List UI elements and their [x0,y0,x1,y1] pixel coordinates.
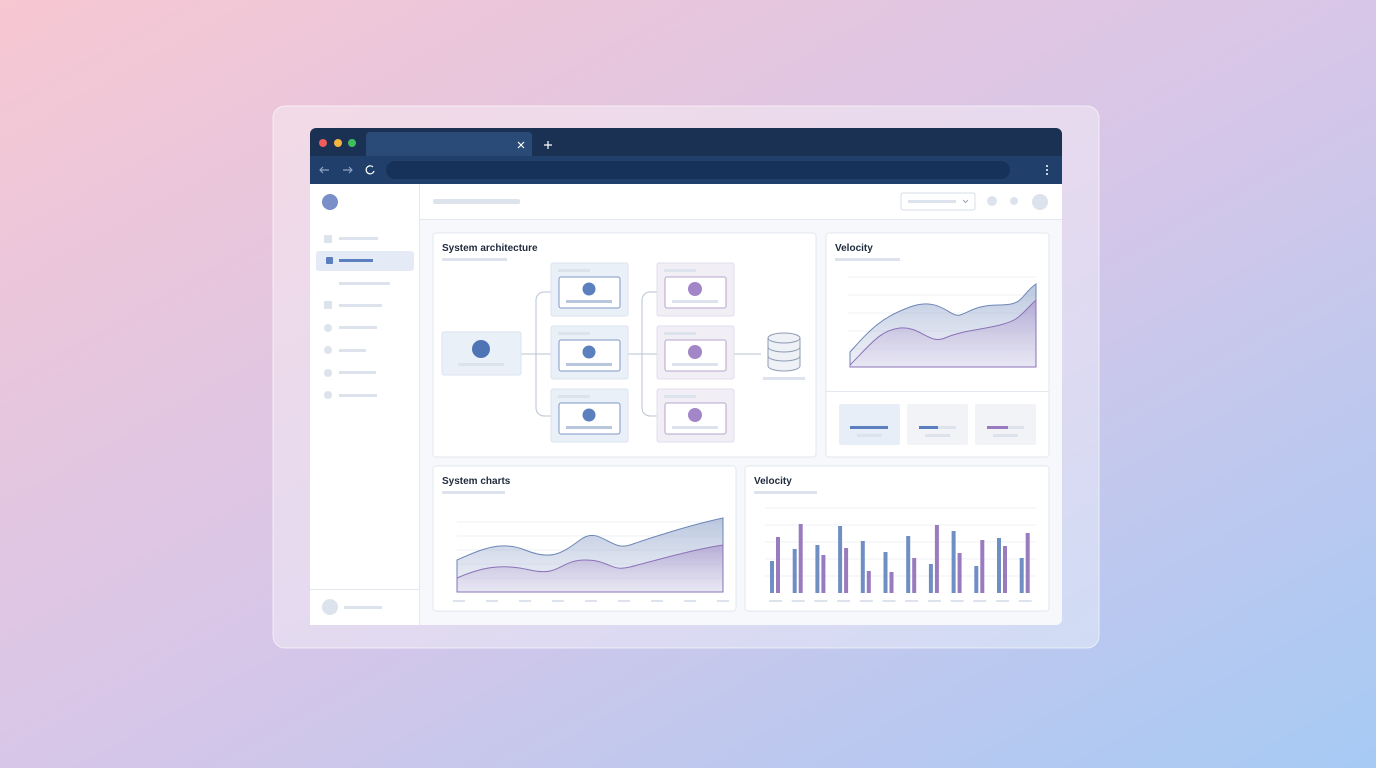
velocity-panel: Velocity [825,232,1050,458]
placeholder [664,269,696,272]
axis-placeholder [618,600,630,602]
nav-buttons[interactable] [319,166,353,174]
bar-placeholder [792,549,797,593]
bar-placeholder [770,561,774,593]
icon [582,408,596,422]
bar-placeholder [883,552,888,593]
axis-placeholder [905,600,919,602]
bar-placeholder [844,548,849,593]
max-dot[interactable] [348,139,356,147]
axis-placeholder [973,600,987,602]
bar-placeholder [815,545,820,593]
panel-title: Velocity [754,476,792,487]
min-dot[interactable] [334,139,342,147]
axis-placeholder [552,600,564,602]
axis-placeholder [769,600,782,602]
axis-placeholder [453,600,465,602]
bar-placeholder [928,564,933,593]
bar-placeholder [951,531,956,593]
axis-placeholder [717,600,729,602]
tab-icons[interactable] [517,141,552,149]
bar-placeholder [1003,546,1007,593]
bar-placeholder [860,541,865,593]
axis-placeholder [950,600,964,602]
bar-placeholder [957,553,962,593]
axis-placeholder [859,600,873,602]
bar-placeholder [1025,533,1030,593]
axis-placeholder [837,600,851,602]
bar-placeholder [866,571,871,593]
reload[interactable] [365,165,375,175]
icon [582,345,596,359]
placeholder [566,426,612,429]
velocity-bars-panel: Velocity [744,465,1050,612]
axis-placeholder [1018,600,1032,602]
axis-placeholder [996,600,1009,602]
bar-placeholder [980,540,985,593]
axis-placeholder [684,600,696,602]
sidebar [310,184,420,625]
bar-placeholder [798,524,803,593]
axis-placeholder [651,600,663,602]
bar-placeholder [1019,558,1024,593]
placeholder [664,395,696,398]
architecture-panel: System architecture [432,232,817,458]
icon [688,345,702,359]
placeholder [566,363,612,366]
address-bar[interactable] [386,161,1010,179]
placeholder [566,300,612,303]
placeholder [558,332,590,335]
icon [688,282,702,296]
panel-title: System architecture [442,243,538,254]
axis-placeholder [882,600,896,602]
system-charts-panel: System charts [432,465,737,612]
axis-placeholder [519,600,531,602]
axis-placeholder [927,600,941,602]
bar-placeholder [776,537,780,593]
axis-placeholder [791,600,805,602]
bar-placeholder [974,566,979,593]
bar-placeholder [934,525,939,593]
placeholder [664,332,696,335]
placeholder [558,269,590,272]
bar-placeholder [912,558,917,593]
bar-placeholder [821,555,826,593]
panel-title: Velocity [835,243,873,254]
tab[interactable] [366,132,532,157]
panel-title: System charts [442,476,511,487]
axis-placeholder [814,600,828,602]
bar-placeholder [889,572,894,593]
bar-placeholder [997,538,1001,593]
icon [688,408,702,422]
bar-placeholder [838,526,843,593]
axis-placeholder [585,600,597,602]
bar-placeholder [906,536,911,593]
close-dot[interactable] [319,139,327,147]
axis-placeholder [486,600,498,602]
placeholder [672,426,718,429]
placeholder [672,300,718,303]
icon [582,282,596,296]
placeholder [558,395,590,398]
placeholder [672,363,718,366]
